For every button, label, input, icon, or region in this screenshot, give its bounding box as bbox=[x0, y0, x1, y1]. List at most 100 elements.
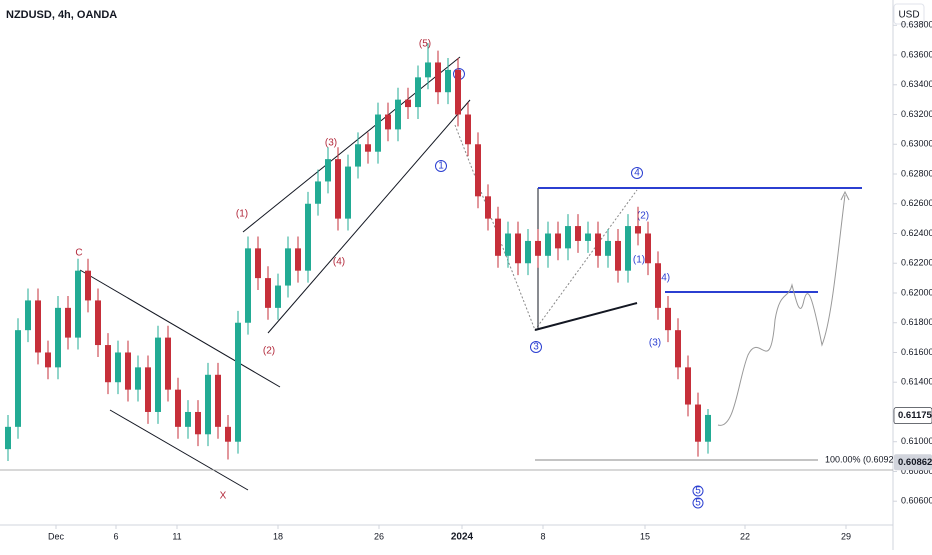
candle-body bbox=[255, 248, 261, 279]
wave-label: C bbox=[75, 248, 82, 259]
candle-body bbox=[415, 77, 421, 108]
y-tick-label: 0.61800 bbox=[901, 317, 932, 327]
candle-body bbox=[325, 159, 331, 182]
candle-body bbox=[265, 278, 271, 308]
candle-body bbox=[695, 404, 701, 442]
candle-body bbox=[65, 307, 71, 338]
candle-body bbox=[225, 426, 231, 442]
currency-label[interactable]: USD bbox=[898, 10, 919, 21]
candle-body bbox=[85, 270, 91, 301]
y-tick-label: 0.62200 bbox=[901, 258, 932, 268]
y-tick-label: 0.62400 bbox=[901, 228, 932, 238]
x-tick-label: 11 bbox=[172, 531, 181, 541]
y-tick-label: 0.63800 bbox=[901, 20, 932, 30]
candle-body bbox=[185, 411, 191, 427]
price-badge-label: 0.61175 bbox=[898, 410, 932, 421]
wave-label: (1) bbox=[236, 209, 248, 220]
candle-body bbox=[435, 62, 441, 93]
candle-body bbox=[365, 144, 371, 152]
y-tick-label: 0.63400 bbox=[901, 79, 932, 89]
candle-body bbox=[375, 114, 381, 152]
y-tick-label: 0.61600 bbox=[901, 347, 932, 357]
candle-body bbox=[205, 374, 211, 435]
price-badge-label: 0.60862 bbox=[898, 457, 932, 468]
candle-body bbox=[565, 226, 571, 249]
y-tick-label: 0.62800 bbox=[901, 168, 932, 178]
candle-body bbox=[445, 69, 451, 93]
x-tick-label: 2024 bbox=[451, 532, 474, 543]
projection-path bbox=[717, 194, 846, 426]
x-tick-label: 22 bbox=[740, 531, 750, 541]
candle-body bbox=[315, 181, 321, 204]
price-badge bbox=[893, 407, 932, 424]
x-tick-label: 29 bbox=[841, 531, 851, 541]
x-tick-label: 15 bbox=[640, 531, 650, 541]
channel-line bbox=[109, 409, 249, 491]
candle-body bbox=[425, 62, 431, 78]
currency-box[interactable] bbox=[893, 3, 925, 25]
candle-body bbox=[55, 307, 61, 368]
candle-body bbox=[515, 233, 521, 264]
channel-line bbox=[242, 56, 461, 233]
y-tick-label: 0.63200 bbox=[901, 109, 932, 119]
symbol-title: NZDUSD, 4h, OANDA bbox=[6, 9, 117, 21]
wave-label: 4 bbox=[634, 168, 640, 179]
candle-body bbox=[485, 196, 491, 219]
wave-circle bbox=[692, 485, 704, 497]
candle-body bbox=[35, 300, 41, 353]
candle-body bbox=[115, 352, 121, 383]
candle-body bbox=[355, 144, 361, 167]
wave-circle bbox=[530, 341, 542, 353]
candle-body bbox=[585, 233, 591, 241]
candle-body bbox=[495, 218, 501, 256]
candle-body bbox=[475, 144, 481, 197]
candle-body bbox=[335, 159, 341, 219]
candle-body bbox=[465, 114, 471, 145]
fib-label: 100.00% (0.60926) bbox=[825, 454, 902, 464]
x-tick-label: 6 bbox=[113, 531, 118, 541]
candle-body bbox=[505, 233, 511, 256]
x-tick-label: 26 bbox=[374, 531, 384, 541]
wave-circle bbox=[631, 167, 643, 179]
y-tick-label: 0.62600 bbox=[901, 198, 932, 208]
y-tick-label: 0.62000 bbox=[901, 287, 932, 297]
channel-line bbox=[267, 99, 471, 334]
wave-label: (4) bbox=[658, 273, 670, 284]
wave-label: (3) bbox=[649, 338, 661, 349]
candle-body bbox=[635, 226, 641, 234]
candle-body bbox=[135, 367, 141, 390]
candle-body bbox=[655, 263, 661, 308]
candle-body bbox=[705, 414, 711, 442]
candle-body bbox=[575, 226, 581, 241]
candle-body bbox=[275, 285, 281, 308]
candle-body bbox=[395, 99, 401, 130]
wave-label: (5) bbox=[419, 39, 431, 50]
wave-label: (1) bbox=[633, 255, 645, 266]
y-tick-label: 0.61000 bbox=[901, 436, 932, 446]
trend-line bbox=[534, 302, 638, 331]
x-tick-label: Dec bbox=[48, 531, 65, 541]
candle-body bbox=[675, 330, 681, 368]
candle-body bbox=[645, 233, 651, 264]
candle-body bbox=[215, 374, 221, 427]
candle-body bbox=[345, 166, 351, 219]
x-tick-label: 18 bbox=[273, 531, 283, 541]
price-badge bbox=[894, 454, 932, 471]
drawings bbox=[0, 56, 893, 491]
candle-body bbox=[305, 203, 311, 271]
candle-body bbox=[535, 240, 541, 256]
candle-body bbox=[665, 307, 671, 331]
wave-label: 5 bbox=[695, 498, 701, 509]
candle-body bbox=[105, 345, 111, 383]
candle-body bbox=[605, 240, 611, 256]
candle-body bbox=[75, 270, 81, 338]
projection-arrow bbox=[840, 190, 850, 201]
candle-body bbox=[45, 352, 51, 368]
candle-body bbox=[555, 233, 561, 249]
y-tick-label: 0.61400 bbox=[901, 377, 932, 387]
y-tick-label: 0.60800 bbox=[901, 466, 932, 476]
candle-body bbox=[175, 389, 181, 427]
candle-body bbox=[165, 337, 171, 390]
